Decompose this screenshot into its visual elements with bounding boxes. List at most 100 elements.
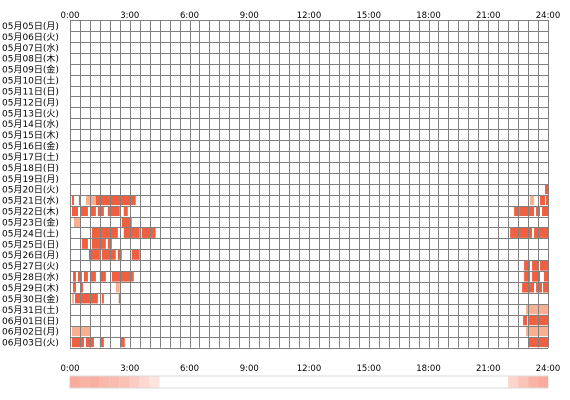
date-label: 05月13日(火) (2, 108, 59, 119)
activity-bar (510, 227, 533, 238)
strip-segment (518, 376, 529, 388)
activity-bar (71, 293, 74, 304)
activity-bar (111, 271, 134, 282)
activity-bar (83, 271, 88, 282)
activity-bar (72, 271, 76, 282)
activity-bar (73, 217, 80, 227)
x-tick-label-top: 12:00 (297, 11, 322, 21)
x-tick-label-top: 9:00 (240, 11, 259, 21)
activity-bar (74, 293, 98, 304)
activity-bar (101, 249, 116, 260)
activity-bar (91, 227, 118, 238)
x-axis-bottom: 0:00 3:00 6:00 9:00 12:00 15:00 18:00 21:00 24:0… (60, 364, 560, 374)
strip-segment (89, 376, 100, 388)
date-label: 05月15日(木) (2, 129, 59, 141)
activity-bar (78, 195, 81, 206)
strip-segment (538, 376, 548, 388)
date-label: 05月27日(火) (2, 261, 59, 272)
strip-segment (109, 376, 120, 388)
x-tick-label-bottom: 0:00 (60, 364, 79, 374)
x-tick-label-bottom: 15:00 (357, 364, 382, 374)
x-tick-label-top: 24:00 (536, 11, 561, 21)
strip-segment (508, 376, 519, 388)
activity-bar (526, 304, 535, 315)
activity-bar (71, 337, 84, 348)
activity-bar (523, 315, 528, 326)
activity-bar (530, 195, 535, 206)
date-label: 06月01日(日) (2, 316, 59, 327)
activity-bar (80, 206, 88, 217)
date-label: 05月14日(水) (2, 118, 59, 130)
date-label: 05月26日(月) (2, 250, 59, 261)
activity-bar (91, 238, 106, 249)
date-label: 06月03日(火) (2, 338, 59, 349)
activity-bar (81, 238, 88, 249)
strip-segment (119, 376, 130, 388)
activity-bar (514, 206, 519, 217)
activity-bar (121, 217, 132, 227)
date-label: 05月20日(火) (2, 185, 59, 196)
activity-bar (540, 195, 546, 206)
date-label: 05月25日(日) (2, 239, 59, 250)
activity-bar (107, 238, 112, 249)
date-label: 05月09日(金) (2, 64, 59, 76)
date-label: 05月06日(火) (2, 32, 59, 43)
date-label: 05月05日(月) (2, 21, 59, 32)
activity-bar (534, 227, 548, 238)
activity-bar (536, 315, 548, 326)
strip-segment (99, 376, 110, 388)
x-tick-label-top: 0:00 (60, 11, 79, 21)
activity-bar (71, 195, 74, 206)
activity-bar (120, 337, 125, 348)
x-tick-label-bottom: 12:00 (297, 364, 322, 374)
x-tick-label-top: 6:00 (180, 11, 199, 21)
activity-bar (526, 326, 548, 337)
activity-bar (532, 271, 541, 282)
activity-bar (536, 282, 543, 293)
date-label: 05月31日(土) (2, 304, 59, 316)
strip-segment (79, 376, 90, 388)
activity-bar (141, 227, 156, 238)
date-label: 05月16日(金) (2, 140, 59, 152)
y-axis-date-labels: 05月05日(月)05月06日(火)05月07日(水)05月08日(木)05月0… (2, 21, 59, 349)
date-label: 05月19日(月) (2, 174, 59, 185)
x-tick-label-bottom: 18:00 (416, 364, 441, 374)
date-label: 05月07日(水) (2, 42, 59, 54)
date-label: 05月17日(土) (2, 151, 59, 163)
activity-bar (544, 271, 548, 282)
activity-bar (123, 206, 128, 217)
date-label: 05月11日(日) (2, 86, 59, 97)
activity-bar (519, 206, 535, 217)
activity-bar (99, 271, 106, 282)
activity-bar (85, 337, 94, 348)
activity-bar (524, 271, 531, 282)
activity-bar (79, 282, 83, 293)
grid-lines (70, 20, 549, 349)
x-tick-label-top: 21:00 (476, 11, 501, 21)
activity-bar (542, 206, 548, 217)
date-label: 05月22日(木) (2, 206, 59, 218)
activity-bar (95, 195, 136, 206)
x-tick-label-bottom: 24:00 (536, 364, 561, 374)
activity-bar (545, 184, 548, 195)
date-label: 05月30日(金) (2, 293, 59, 305)
activity-bar (71, 206, 78, 217)
activity-bar (123, 227, 140, 238)
activity-bar (524, 260, 531, 271)
activity-summary-strip (69, 375, 549, 389)
activity-bar (543, 282, 548, 293)
date-label: 05月10日(土) (2, 75, 59, 87)
x-axis-top: 0:00 3:00 6:00 9:00 12:00 15:00 18:00 21:00 24:0… (60, 11, 560, 21)
x-tick-label-bottom: 6:00 (180, 364, 199, 374)
x-tick-label-bottom: 9:00 (240, 364, 259, 374)
date-label: 05月18日(日) (2, 163, 59, 174)
activity-bar (101, 293, 104, 304)
x-tick-label-top: 3:00 (120, 11, 139, 21)
activity-bar (77, 271, 82, 282)
activity-bar (532, 260, 539, 271)
strip-segment (70, 376, 80, 388)
activity-bar (131, 249, 140, 260)
date-label: 05月28日(水) (2, 271, 59, 283)
activity-bar (118, 293, 121, 304)
x-tick-label-top: 18:00 (416, 11, 441, 21)
